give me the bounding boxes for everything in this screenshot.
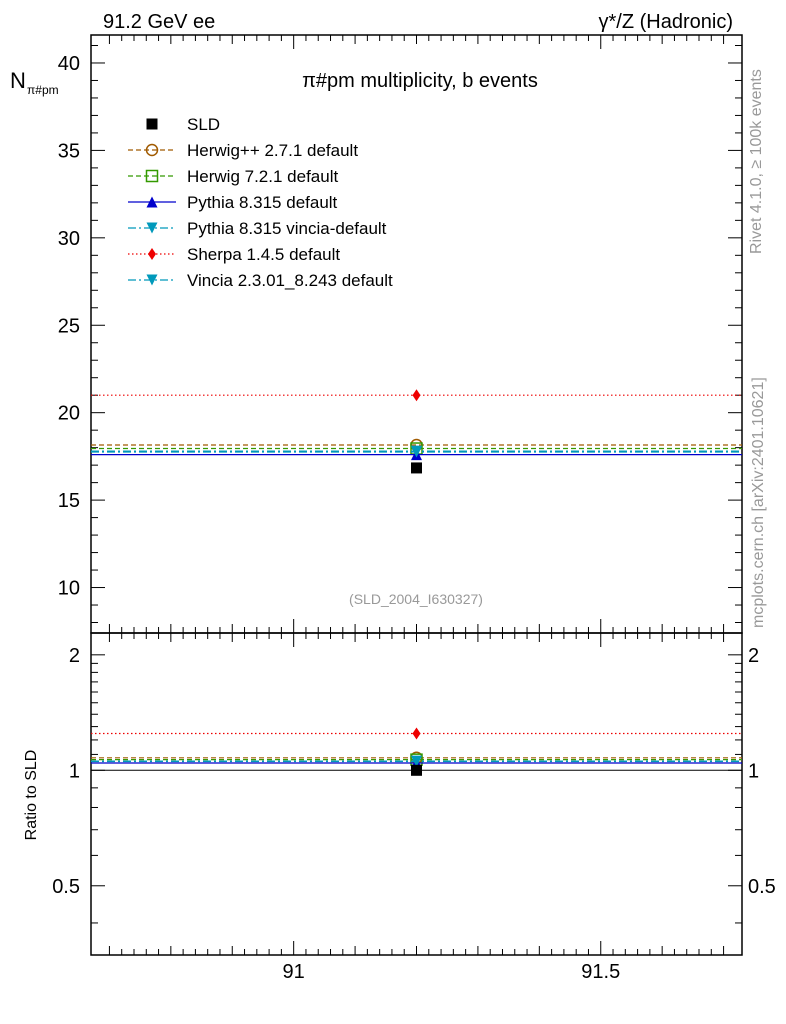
legend-label-1: Herwig 7.2.1 default <box>187 167 338 186</box>
legend: SLD Herwig++ 2.7.1 default Herwig 7.2.1 de… <box>128 115 393 290</box>
data-point-sld <box>411 462 422 474</box>
series-marker-4 <box>412 389 421 402</box>
ratio-y-tick-label: 2 <box>69 645 80 667</box>
legend-label-5: Vincia 2.3.01_8.243 default <box>187 271 393 290</box>
main-y-tick-label: 35 <box>58 140 80 162</box>
x-tick-label: 91 <box>283 961 305 983</box>
ratio-data-point-sld <box>411 764 422 776</box>
legend-marker-3 <box>146 222 158 234</box>
chart-title: π#pm multiplicity, b events <box>302 70 538 92</box>
main-ylabel-base: N <box>10 68 26 93</box>
main-y-axis-label: N π#pm <box>10 68 59 97</box>
ratio-y-tick-label-right: 1 <box>748 760 759 782</box>
header-right: γ*/Z (Hadronic) <box>599 11 733 33</box>
ratio-y-axis-label: Ratio to SLD <box>23 750 40 841</box>
main-series-layer <box>91 389 742 474</box>
ratio-y-tick-label: 0.5 <box>52 876 80 898</box>
ratio-panel-frame <box>90 632 743 956</box>
ratio-y-tick-label: 1 <box>69 760 80 782</box>
main-y-tick-label: 20 <box>58 403 80 425</box>
legend-marker-5 <box>146 274 158 286</box>
legend-marker-sld <box>146 118 158 130</box>
legend-marker-2 <box>146 196 158 208</box>
main-ylabel-sub: π#pm <box>27 83 59 97</box>
header-left: 91.2 GeV ee <box>103 11 215 33</box>
main-y-tick-label: 25 <box>58 315 80 337</box>
analysis-tag: (SLD_2004_I630327) <box>349 591 483 607</box>
ratio-y-tick-label-right: 0.5 <box>748 876 776 898</box>
main-y-tick-label: 30 <box>58 228 80 250</box>
series-marker-5 <box>411 446 422 458</box>
ratio-marker-4 <box>412 727 421 740</box>
main-y-tick-label: 10 <box>58 578 80 600</box>
ratio-marker-5 <box>411 756 422 768</box>
rivet-version-label: Rivet 4.1.0, ≥ 100k events <box>748 69 765 254</box>
ratio-y-tick-label-right: 2 <box>748 645 759 667</box>
axis-ticks: 91 91.5 10 15 20 25 30 35 40 0.5 0.5 1 1 2 2 <box>52 35 776 983</box>
legend-label-4: Sherpa 1.4.5 default <box>187 245 340 264</box>
legend-label-0: Herwig++ 2.7.1 default <box>187 141 358 160</box>
x-tick-label: 91.5 <box>581 961 620 983</box>
ratio-series-layer <box>91 727 742 776</box>
mcplots-label: mcplots.cern.ch [arXiv:2401.10621] <box>750 377 767 628</box>
legend-label-sld: SLD <box>187 115 220 134</box>
legend-marker-1 <box>145 169 159 183</box>
legend-label-3: Pythia 8.315 vincia-default <box>187 219 387 238</box>
main-y-tick-label: 40 <box>58 53 80 75</box>
legend-label-2: Pythia 8.315 default <box>187 193 338 212</box>
main-y-tick-label: 15 <box>58 490 80 512</box>
legend-marker-0 <box>145 143 159 157</box>
legend-marker-4 <box>148 248 156 260</box>
